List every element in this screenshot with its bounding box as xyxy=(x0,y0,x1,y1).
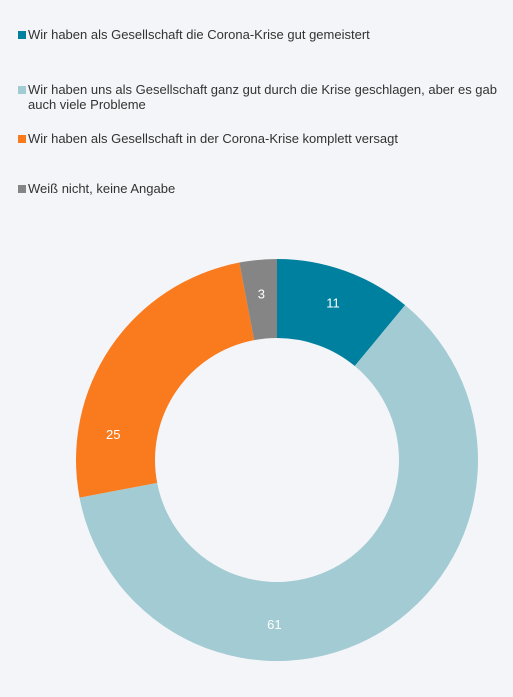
legend-item: Wir haben uns als Gesellschaft ganz gut … xyxy=(18,82,513,112)
data-label: 25 xyxy=(106,427,120,442)
data-label: 11 xyxy=(326,296,340,311)
legend-swatch xyxy=(18,31,26,39)
legend-label: Wir haben als Gesellschaft in der Corona… xyxy=(28,131,398,146)
legend-label: Weiß nicht, keine Angabe xyxy=(28,181,176,196)
legend-swatch xyxy=(18,86,26,94)
legend-label: Wir haben uns als Gesellschaft ganz gut … xyxy=(28,82,497,112)
legend-swatch xyxy=(18,135,26,143)
legend-item: Weiß nicht, keine Angabe xyxy=(18,181,513,196)
legend-item: Wir haben als Gesellschaft in der Corona… xyxy=(18,131,513,146)
legend-label: Wir haben als Gesellschaft die Corona-Kr… xyxy=(28,27,370,42)
data-label: 3 xyxy=(258,287,265,302)
slice xyxy=(76,262,255,498)
slice xyxy=(79,305,478,662)
slice xyxy=(277,259,406,366)
slice xyxy=(239,259,277,341)
data-label: 61 xyxy=(267,617,281,632)
legend-item: Wir haben als Gesellschaft die Corona-Kr… xyxy=(18,27,513,42)
legend-swatch xyxy=(18,185,26,193)
